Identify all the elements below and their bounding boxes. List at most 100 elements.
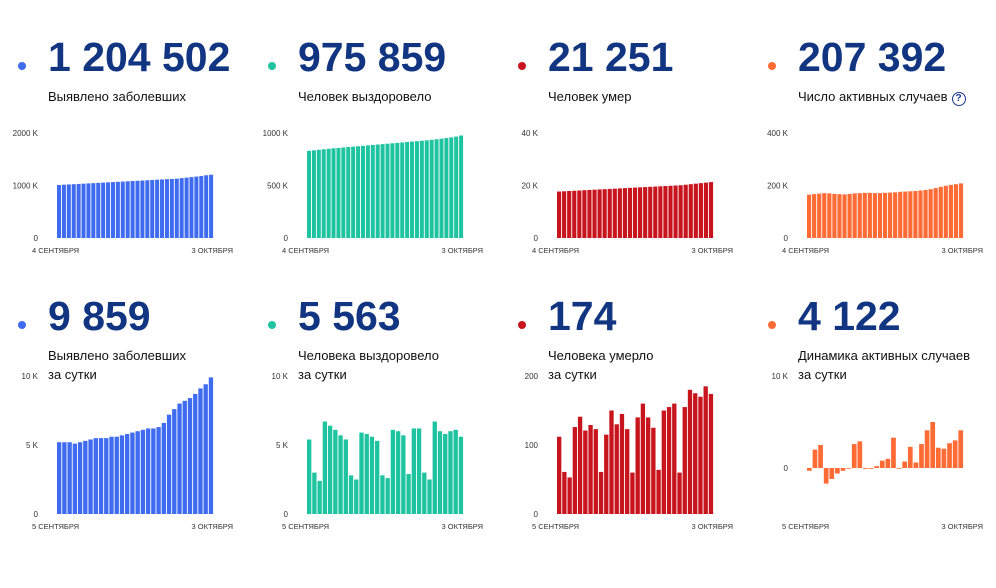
bar	[698, 183, 703, 238]
bar	[458, 436, 464, 514]
stat-label: Человек выздоровело	[298, 87, 431, 106]
bar	[812, 449, 818, 468]
bar	[307, 150, 312, 238]
x-tick-label: 4 СЕНТЯБРЯ	[532, 246, 579, 255]
bar	[673, 185, 678, 238]
bar	[316, 149, 321, 238]
bar	[341, 147, 346, 238]
y-tick-label: 0	[34, 234, 39, 243]
bar-chart: 0 200 K 400 K 4 СЕНТЯБРЯ 3 ОКТЯБРЯ	[767, 129, 983, 255]
bar	[930, 422, 936, 468]
bar	[557, 191, 562, 238]
bar	[184, 177, 189, 239]
stat-label-line: Человек умер	[548, 89, 632, 104]
y-tick-label: 2000 K	[13, 129, 39, 138]
bar-chart: 0 10 K 5 СЕНТЯБРЯ 3 ОКТЯБРЯ	[772, 372, 983, 531]
bar	[156, 427, 161, 514]
series-dot	[18, 321, 26, 329]
series-dot	[768, 62, 776, 70]
bar	[439, 138, 444, 238]
bar	[405, 142, 410, 238]
bar	[81, 183, 86, 238]
bar	[401, 435, 406, 514]
bar	[385, 143, 390, 238]
bar	[672, 403, 677, 514]
bar	[807, 468, 812, 471]
bar	[557, 436, 562, 514]
stat-value: 1 204 502	[48, 34, 231, 80]
series-dot	[518, 62, 526, 70]
bar	[941, 448, 947, 468]
stat-label-line: Человека выздоровело	[298, 348, 439, 363]
bar	[172, 409, 177, 514]
stat-label-line: за сутки	[48, 367, 97, 382]
stat-card-daily-recovered: 5 563 Человека выздоровело за сутки 0 5 K…	[250, 294, 490, 564]
bar	[857, 193, 862, 238]
bar	[432, 421, 437, 514]
bar	[818, 445, 823, 468]
bar	[562, 471, 567, 514]
bar	[414, 141, 419, 238]
bar	[321, 149, 326, 238]
stat-label: Человека выздоровело за сутки	[298, 346, 439, 384]
y-tick-label: 0	[534, 510, 539, 519]
stat-label: Выявлено заболевших	[48, 87, 186, 106]
y-tick-label: 20 K	[522, 182, 539, 191]
stat-label-line: Число активных случаев	[798, 89, 948, 104]
y-tick-label: 0	[784, 234, 789, 243]
bar	[419, 140, 424, 238]
y-tick-label: 0	[534, 234, 539, 243]
bar	[862, 192, 867, 238]
bar	[562, 191, 567, 238]
bar	[817, 193, 822, 238]
bar	[908, 191, 913, 238]
bar	[609, 410, 614, 514]
bar	[120, 181, 125, 238]
bar	[164, 179, 169, 238]
bar	[57, 184, 62, 238]
bar	[812, 194, 817, 238]
bar	[61, 184, 66, 238]
bar	[627, 187, 633, 238]
stat-value: 21 251	[548, 34, 674, 80]
bar	[125, 433, 130, 514]
bar	[444, 138, 449, 238]
bar-chart: 0 5 K 10 K 5 СЕНТЯБРЯ 3 ОКТЯБРЯ	[272, 372, 483, 531]
bar	[67, 442, 72, 514]
bar	[842, 194, 847, 238]
stat-label-line: Человека умерло	[548, 348, 654, 363]
bar	[891, 437, 896, 468]
bar	[635, 417, 640, 514]
bar	[903, 191, 908, 238]
bar	[693, 393, 698, 514]
bar	[336, 147, 341, 238]
bar	[98, 438, 104, 514]
stat-label-line: Человек выздоровело	[298, 89, 432, 104]
bar	[617, 188, 622, 238]
bar	[677, 472, 682, 514]
bar	[572, 190, 577, 238]
bar	[71, 184, 76, 238]
bar	[625, 429, 630, 514]
bar	[365, 145, 370, 238]
bar	[666, 407, 672, 514]
series-dot	[18, 62, 26, 70]
bar	[369, 436, 375, 514]
bar	[682, 407, 687, 514]
bar	[597, 189, 602, 238]
bar	[952, 440, 958, 468]
help-icon[interactable]: ?	[951, 92, 966, 106]
bar	[857, 441, 863, 468]
bar	[101, 182, 106, 238]
stat-value: 5 563	[298, 293, 401, 339]
bar	[194, 176, 199, 238]
y-tick-label: 10 K	[272, 372, 289, 381]
bar	[449, 137, 454, 238]
bar	[62, 442, 67, 514]
bar	[948, 184, 953, 238]
bar	[338, 435, 343, 514]
bar	[77, 442, 83, 514]
bar	[863, 468, 868, 469]
bar	[614, 424, 619, 514]
bar	[66, 184, 71, 238]
